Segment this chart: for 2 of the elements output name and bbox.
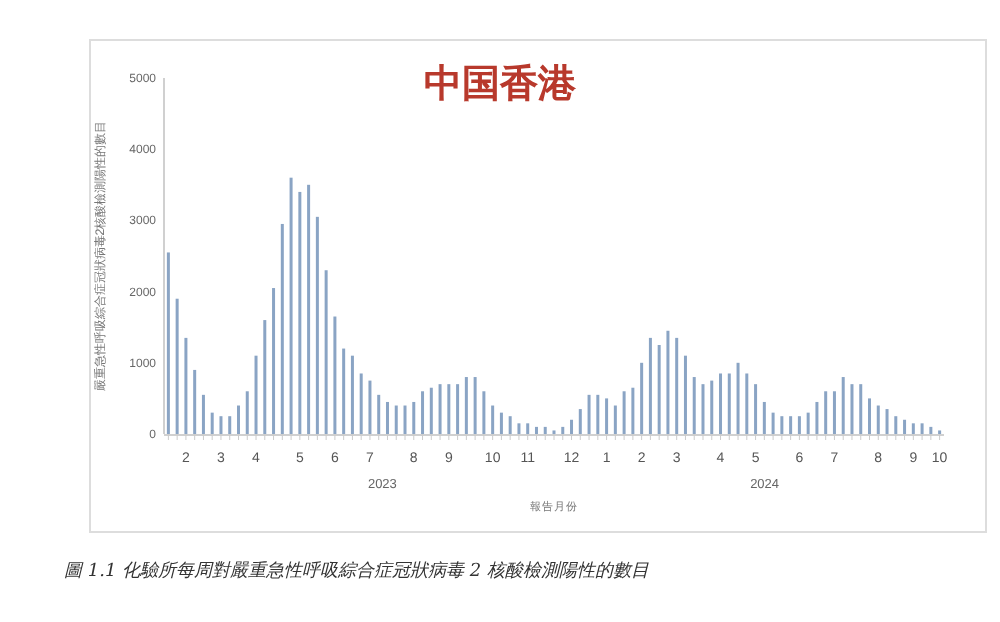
caption: 圖 1.1 化驗所每周對嚴重急性呼吸綜合症冠狀病毒 2 核酸檢測陽性的數目 (64, 560, 649, 582)
chart-title: 中国香港 (424, 62, 578, 106)
